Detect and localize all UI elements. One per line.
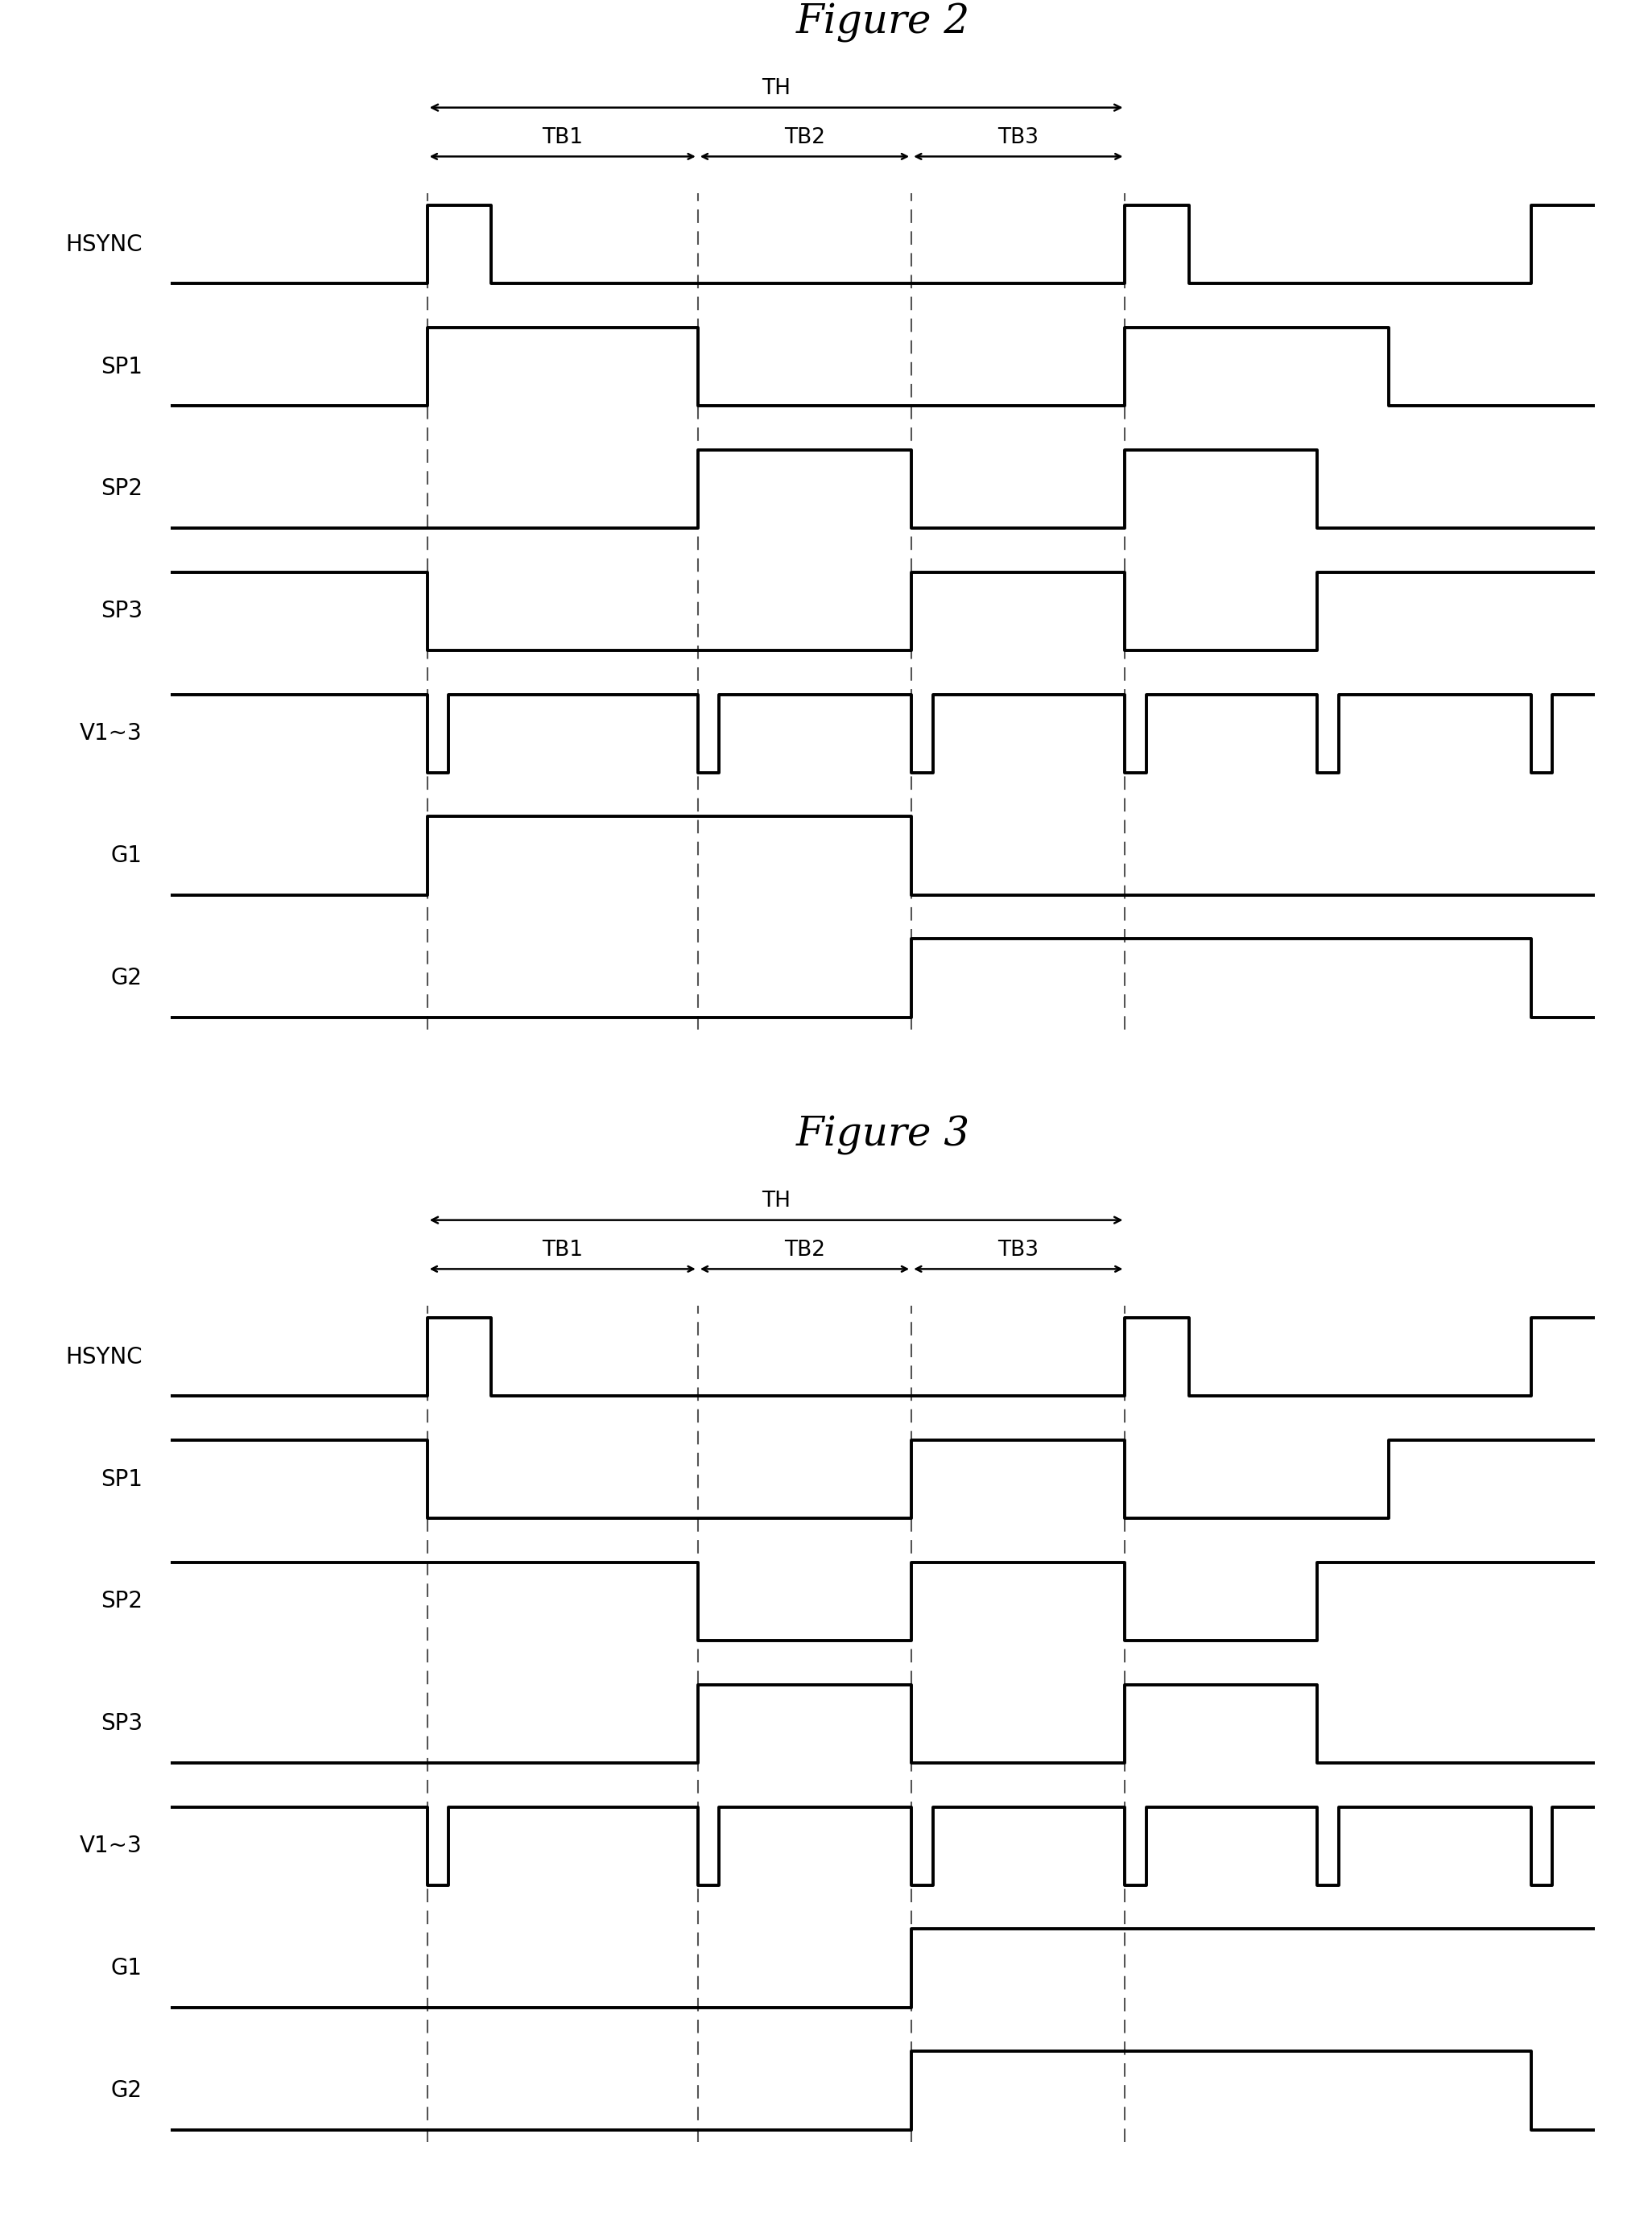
- Text: G2: G2: [111, 966, 142, 990]
- Text: TH: TH: [762, 78, 791, 100]
- Text: V1~3: V1~3: [79, 1836, 142, 1858]
- Text: SP3: SP3: [101, 601, 142, 623]
- Text: HSYNC: HSYNC: [66, 1346, 142, 1368]
- Text: SP2: SP2: [101, 1591, 142, 1613]
- Text: Figure 2: Figure 2: [796, 2, 970, 42]
- Text: TB2: TB2: [785, 1239, 824, 1259]
- Text: G1: G1: [111, 846, 142, 868]
- Text: G2: G2: [111, 2078, 142, 2103]
- Text: TB1: TB1: [542, 1239, 583, 1259]
- Text: SP3: SP3: [101, 1713, 142, 1736]
- Text: HSYNC: HSYNC: [66, 234, 142, 256]
- Text: SP1: SP1: [101, 356, 142, 378]
- Text: G1: G1: [111, 1958, 142, 1980]
- Text: TB3: TB3: [998, 1239, 1039, 1259]
- Text: SP2: SP2: [101, 478, 142, 501]
- Text: TB1: TB1: [542, 127, 583, 147]
- Text: SP1: SP1: [101, 1468, 142, 1491]
- Text: TB2: TB2: [785, 127, 824, 147]
- Text: TB3: TB3: [998, 127, 1039, 147]
- Text: Figure 3: Figure 3: [796, 1115, 970, 1155]
- Text: TH: TH: [762, 1190, 791, 1213]
- Text: V1~3: V1~3: [79, 723, 142, 745]
